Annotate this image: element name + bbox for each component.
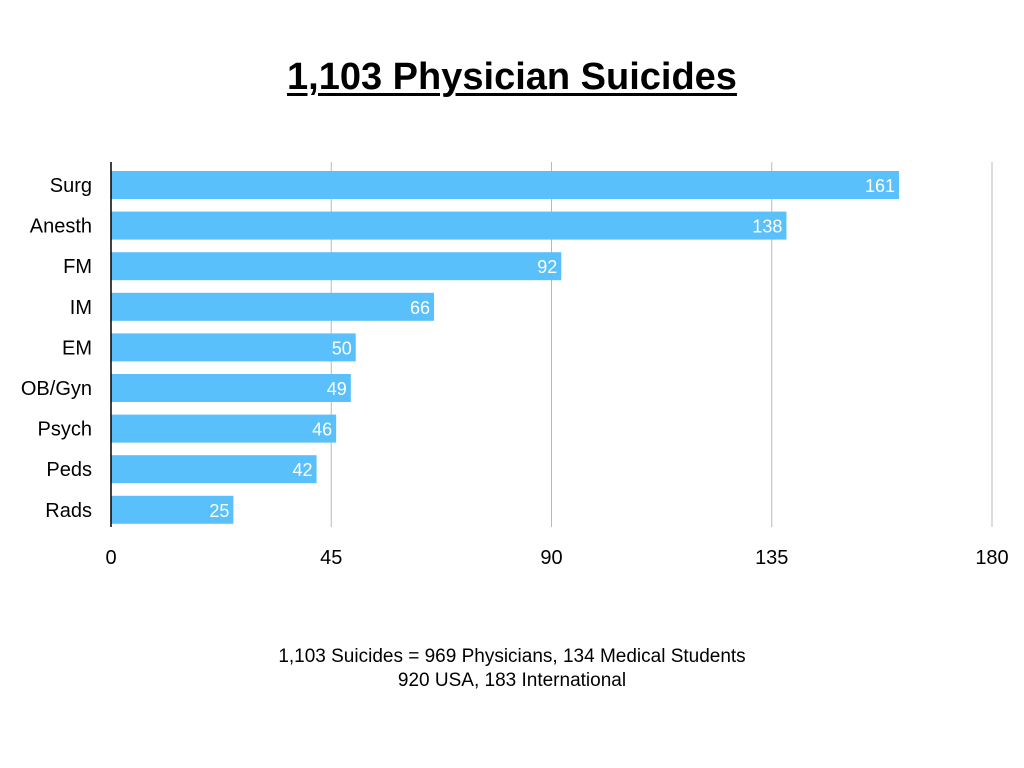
category-label: EM: [62, 337, 92, 359]
footnote-line-1: 1,103 Suicides = 969 Physicians, 134 Med…: [278, 646, 746, 667]
bar: [111, 374, 351, 402]
data-label: 92: [537, 257, 557, 277]
data-label: 25: [209, 501, 229, 521]
footnote: 1,103 Suicides = 969 Physicians, 134 Med…: [0, 645, 1024, 693]
category-label: Peds: [46, 459, 92, 481]
x-tick-label: 180: [975, 547, 1008, 569]
bar: [111, 211, 787, 240]
tick-labels: 0 45 90 135 180: [105, 547, 1008, 569]
data-label: 50: [332, 338, 352, 358]
bar: [111, 333, 356, 362]
x-tick-label: 45: [320, 547, 342, 569]
footnote-line-2: 920 USA, 183 International: [397, 670, 627, 691]
bar: [111, 292, 435, 321]
category-label: Anesth: [30, 216, 92, 238]
data-label: 161: [865, 176, 895, 196]
category-labels: Surg Anesth FM IM EM OB/Gyn Psych Peds Rads: [21, 175, 92, 522]
category-label: IM: [70, 297, 92, 319]
chart-title: 1,103 Physician Suicides: [287, 56, 737, 98]
bar: [111, 252, 562, 281]
data-label: 46: [312, 420, 332, 440]
category-label: Surg: [50, 175, 92, 197]
data-label: 49: [327, 379, 347, 399]
category-label: OB/Gyn: [21, 378, 92, 400]
category-label: Psych: [38, 419, 92, 441]
bars: [111, 171, 900, 524]
x-tick-label: 0: [105, 547, 116, 569]
x-tick-label: 135: [755, 547, 788, 569]
bar: [111, 414, 337, 443]
bar: [111, 171, 900, 199]
category-label: Rads: [45, 500, 92, 522]
bar: [111, 455, 317, 484]
category-label: FM: [63, 256, 92, 278]
value-labels: 161 138 92 66 50 49 46 42 25: [209, 176, 895, 521]
data-label: 66: [410, 298, 430, 318]
x-tick-label: 90: [540, 547, 562, 569]
data-label: 42: [293, 460, 313, 480]
bar: [111, 495, 234, 524]
data-label: 138: [752, 217, 782, 237]
